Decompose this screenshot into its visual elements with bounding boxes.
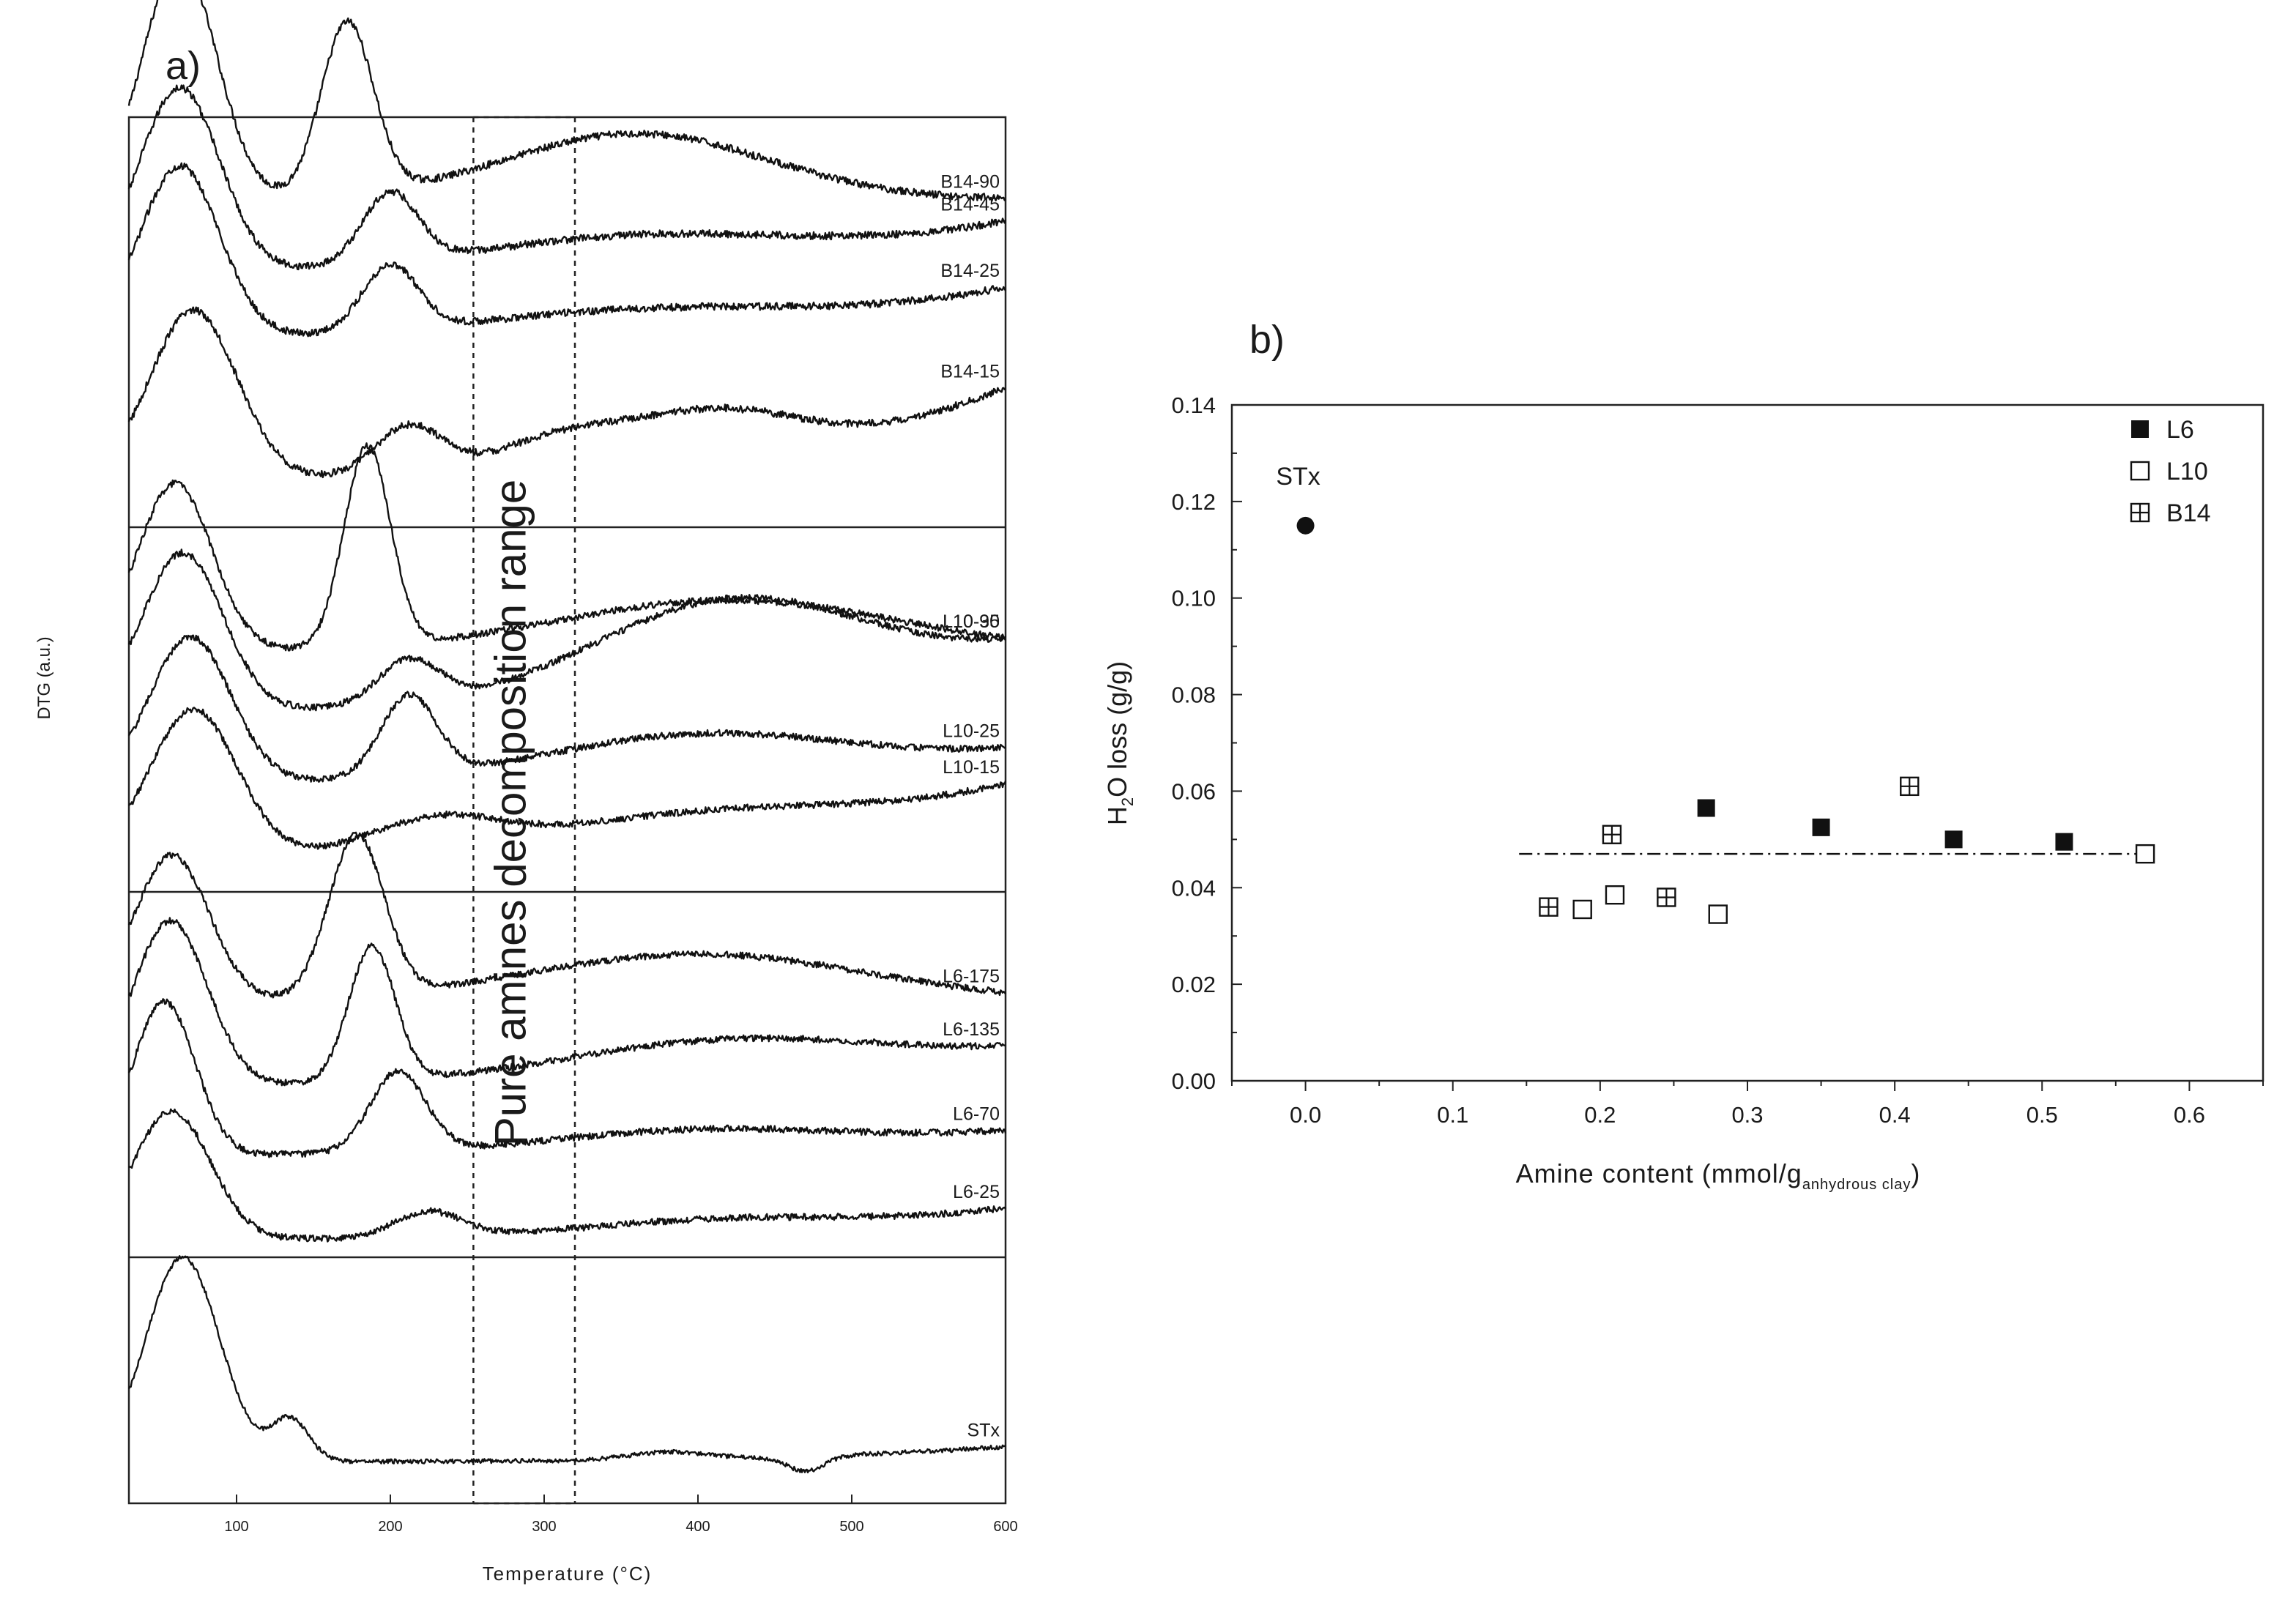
plot-frame [127, 116, 1007, 1505]
curve-l10-90 [127, 442, 1007, 652]
curve-l6-25 [128, 1108, 1007, 1243]
y-tick-label: 0.04 [1172, 875, 1216, 901]
series-label-l10-35: L10-35 [943, 611, 1000, 632]
curve-l6-175 [127, 831, 1007, 999]
series-label-b14-25: B14-25 [940, 261, 1000, 281]
y-axis-title-subscript: 2 [1118, 797, 1137, 806]
x-tick-label: 300 [532, 1519, 556, 1535]
point-b14 [1539, 897, 1558, 917]
x-axis-title-end: ) [1911, 1158, 1920, 1188]
point-label-stx: STx [1276, 463, 1320, 491]
y-tick-label: 0.06 [1172, 778, 1216, 804]
y-axis-title: DTG (a.u.) [34, 636, 54, 719]
series-label-l6-135: L6-135 [943, 1019, 1000, 1040]
series-label-b14-45: B14-45 [940, 194, 1000, 215]
x-tick-label: 0.4 [1879, 1102, 1911, 1128]
panel-b-scatter-chart: b)0.000.020.040.060.080.100.120.140.0 0.1… [1102, 318, 2265, 1193]
curve-b14-25 [127, 162, 1007, 338]
series-label-stx: STx [967, 1421, 1000, 1441]
curve-l6-135 [127, 917, 1006, 1087]
series-label-l10-25: L10-25 [943, 721, 1000, 742]
series-label-l10-90: L10-90 [943, 611, 1000, 632]
series-label-l6-175: L6-175 [943, 966, 1000, 986]
point-stx [1296, 516, 1315, 535]
point-b14 [1602, 825, 1622, 844]
point-b14 [1900, 776, 1920, 797]
x-axis-title: Amine content (mmol/ganhydrous clay) [1516, 1158, 1921, 1193]
y-axis-title: H2O loss (g/g) [1102, 661, 1137, 825]
x-axis-title: Temperature (°C) [483, 1563, 653, 1585]
curve-l10-25 [127, 634, 1006, 783]
x-tick-label: 0.2 [1584, 1102, 1616, 1128]
x-tick-label: 500 [839, 1519, 863, 1535]
series-label-b14-15: B14-15 [940, 361, 1000, 382]
point-b14 [1657, 887, 1676, 907]
y-tick-label: 0.12 [1172, 489, 1216, 515]
y-tick-label: 0.02 [1172, 972, 1216, 997]
y-tick-label: 0.00 [1172, 1068, 1216, 1094]
plot-frame [1230, 403, 2265, 1082]
legend-label-l10: L10 [2166, 458, 2208, 485]
series-label-b14-90: B14-90 [940, 171, 1000, 192]
curve-b14-45 [127, 84, 1007, 271]
range-annotation: Pure amines decomposition range [486, 480, 535, 1147]
x-axis-title-main: Amine content (mmol/g [1516, 1158, 1802, 1188]
y-tick-label: 0.10 [1172, 586, 1216, 611]
x-axis-title-subscript: anhydrous clay [1802, 1177, 1912, 1193]
curve-l6-70 [127, 998, 1007, 1158]
panel-a-label: a) [166, 44, 201, 88]
x-tick-label: 400 [686, 1519, 710, 1535]
x-tick-label: 0.0 [1290, 1102, 1321, 1128]
curve-b14-90 [127, 0, 1006, 202]
point-l10 [1605, 885, 1625, 905]
point-l10 [1572, 899, 1592, 920]
x-tick-label: 0.5 [2026, 1102, 2058, 1128]
legend-label-l6: L6 [2166, 416, 2194, 444]
series-label-l6-25: L6-25 [953, 1182, 1000, 1202]
curve-b14-15 [127, 306, 1006, 479]
point-l10 [2135, 844, 2155, 864]
curve-l10-35 [127, 548, 1007, 712]
panel-b-label: b) [1249, 318, 1285, 362]
y-axis-title-end: O loss (g/g) [1102, 661, 1132, 797]
curve-l10-15 [127, 707, 1007, 850]
point-l6 [2055, 833, 2073, 851]
x-tick-label: 200 [378, 1519, 402, 1535]
point-l6 [1697, 799, 1715, 817]
y-tick-label: 0.14 [1172, 392, 1216, 418]
y-axis-title-main: H [1102, 806, 1132, 825]
series-label-l6-70: L6-70 [953, 1103, 1000, 1124]
x-tick-label: 0.3 [1731, 1102, 1763, 1128]
x-tick-label: 600 [993, 1519, 1017, 1535]
point-l10 [1708, 904, 1728, 924]
legend-marker-l6 [2131, 420, 2149, 438]
legend-label-b14: B14 [2166, 499, 2211, 527]
legend-marker-l10 [2130, 461, 2150, 481]
x-tick-label: 100 [224, 1519, 248, 1535]
legend: L6 L10 B14 [2130, 416, 2211, 527]
x-tick-label: 0.6 [2174, 1102, 2205, 1128]
curve-stx [127, 1255, 1006, 1474]
legend-marker-b14 [2130, 502, 2150, 523]
x-tick-label: 0.1 [1437, 1102, 1468, 1128]
panel-a-dtg-chart: a) 100 200 300 400 500 600 Temperature (°C) DTG … [34, 0, 1018, 1585]
point-l6 [1812, 818, 1830, 836]
y-tick-label: 0.08 [1172, 682, 1216, 708]
point-l6 [1944, 830, 1963, 849]
series-label-l10-15: L10-15 [943, 757, 1000, 778]
